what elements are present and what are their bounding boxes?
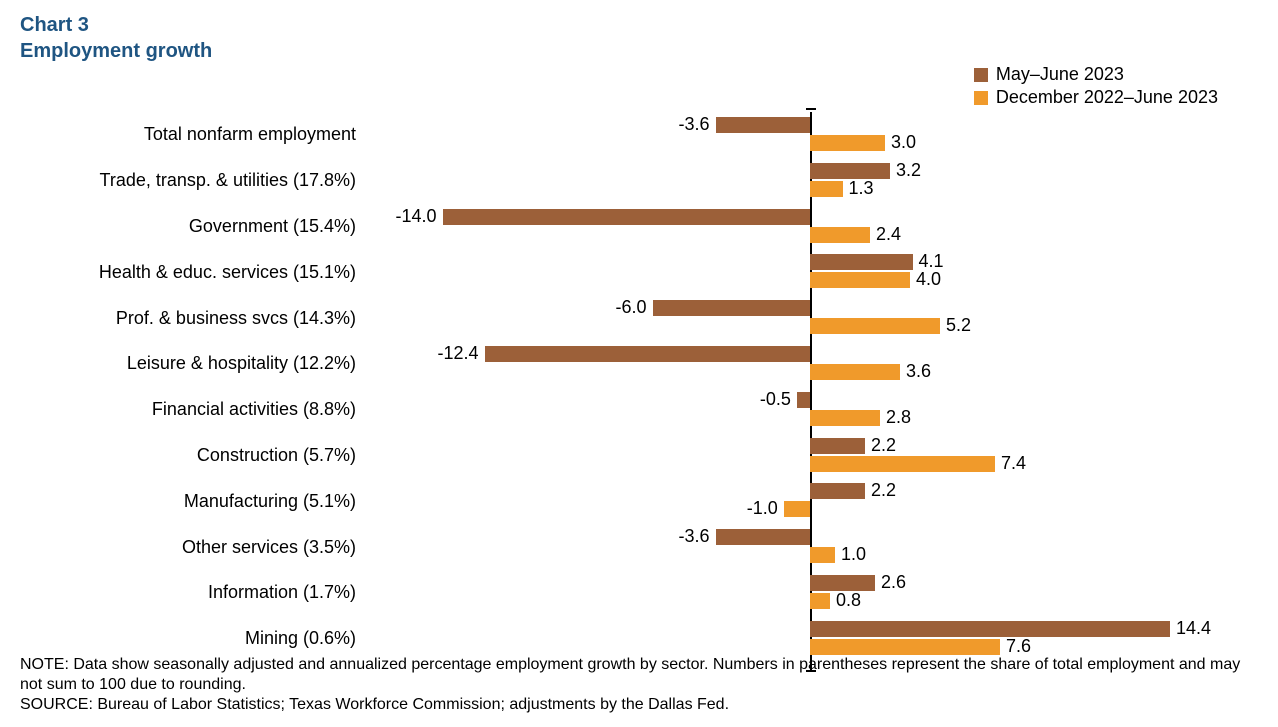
bar-series1 xyxy=(810,575,875,591)
bars-zone: 2.2 7.4 xyxy=(390,433,1210,479)
bar-value-series2: 2.4 xyxy=(876,224,901,245)
chart-container: May–June 2023 December 2022–June 2023 To… xyxy=(20,72,1258,662)
bar-series1 xyxy=(810,621,1170,637)
bar-value-series2: 2.8 xyxy=(886,407,911,428)
bars-zone: -3.6 1.0 xyxy=(390,524,1210,570)
category-label: Health & educ. services (15.1%) xyxy=(20,249,370,295)
bar-series1 xyxy=(716,117,811,133)
bars-zone: 2.2 -1.0 xyxy=(390,478,1210,524)
bar-value-series2: 1.0 xyxy=(841,544,866,565)
category-label: Total nonfarm employment xyxy=(20,112,370,158)
category-label: Manufacturing (5.1%) xyxy=(20,478,370,524)
bar-series1 xyxy=(653,300,811,316)
bars-zone: 2.6 0.8 xyxy=(390,570,1210,616)
category-label: Information (1.7%) xyxy=(20,570,370,616)
bar-value-series1: -14.0 xyxy=(395,206,436,227)
bar-series1 xyxy=(797,392,810,408)
legend-item-series1: May–June 2023 xyxy=(974,64,1218,85)
bar-value-series1: -6.0 xyxy=(615,297,646,318)
bar-value-series1: -12.4 xyxy=(437,343,478,364)
chart-row: Health & educ. services (15.1%) 4.14.0 xyxy=(20,249,1220,295)
bar-value-series2: 3.0 xyxy=(891,132,916,153)
bar-series1 xyxy=(716,529,811,545)
bar-value-series1: 2.2 xyxy=(871,480,896,501)
bar-series2 xyxy=(810,227,870,243)
legend-label-series1: May–June 2023 xyxy=(996,64,1124,85)
bars-zone: -12.4 3.6 xyxy=(390,341,1210,387)
chart-row: Leisure & hospitality (12.2%) -12.4 3.6 xyxy=(20,341,1220,387)
bar-value-series2: 1.3 xyxy=(849,178,874,199)
bar-series2 xyxy=(810,639,1000,655)
bar-value-series1: 3.2 xyxy=(896,160,921,181)
category-label: Financial activities (8.8%) xyxy=(20,387,370,433)
chart-footnote: NOTE: Data show seasonally adjusted and … xyxy=(20,655,1258,715)
category-label: Leisure & hospitality (12.2%) xyxy=(20,341,370,387)
legend-item-series2: December 2022–June 2023 xyxy=(974,87,1218,108)
legend-swatch-series2 xyxy=(974,91,988,105)
axis-tick-top xyxy=(806,108,816,110)
bar-series1 xyxy=(810,438,865,454)
bar-series2 xyxy=(810,547,835,563)
category-label: Government (15.4%) xyxy=(20,204,370,250)
legend-swatch-series1 xyxy=(974,68,988,82)
chart-row: Manufacturing (5.1%) 2.2 -1.0 xyxy=(20,478,1220,524)
bar-series2 xyxy=(784,501,810,517)
bars-zone: -3.6 3.0 xyxy=(390,112,1210,158)
bars-zone: 4.14.0 xyxy=(390,249,1210,295)
plot-area: Total nonfarm employment -3.6 3.0 Trade, tr… xyxy=(20,112,1220,662)
bar-series2 xyxy=(810,456,995,472)
bar-series1 xyxy=(810,163,890,179)
bar-value-series2: 3.6 xyxy=(906,361,931,382)
bar-value-series1: -3.6 xyxy=(678,526,709,547)
bar-value-series1: 2.6 xyxy=(881,572,906,593)
bars-zone: 3.2 1.3 xyxy=(390,158,1210,204)
bar-value-series2: 7.4 xyxy=(1001,453,1026,474)
bar-series1 xyxy=(443,209,811,225)
chart-row: Trade, transp. & utilities (17.8%) 3.2 1.3 xyxy=(20,158,1220,204)
bar-series2 xyxy=(810,364,900,380)
category-label: Other services (3.5%) xyxy=(20,524,370,570)
chart-row: Construction (5.7%) 2.2 7.4 xyxy=(20,433,1220,479)
category-label: Construction (5.7%) xyxy=(20,433,370,479)
chart-row: Financial activities (8.8%) -0.5 2.8 xyxy=(20,387,1220,433)
chart-number: Chart 3 xyxy=(20,12,1258,38)
legend: May–June 2023 December 2022–June 2023 xyxy=(974,64,1218,110)
bar-value-series2: 7.6 xyxy=(1006,636,1031,657)
bar-series2 xyxy=(810,410,880,426)
bar-series1 xyxy=(810,483,865,499)
bars-zone: -6.0 5.2 xyxy=(390,295,1210,341)
bar-series2 xyxy=(810,318,940,334)
chart-row: Prof. & business svcs (14.3%) -6.0 5.2 xyxy=(20,295,1220,341)
bar-value-series1: 2.2 xyxy=(871,435,896,456)
bar-value-series2: -1.0 xyxy=(747,498,778,519)
chart-row: Information (1.7%) 2.6 0.8 xyxy=(20,570,1220,616)
bar-value-series2: 4.0 xyxy=(916,269,941,290)
bar-value-series2: 0.8 xyxy=(836,590,861,611)
source-text: SOURCE: Bureau of Labor Statistics; Texa… xyxy=(20,695,1258,715)
legend-label-series2: December 2022–June 2023 xyxy=(996,87,1218,108)
chart-title: Employment growth xyxy=(20,38,1258,64)
bar-value-series1: -3.6 xyxy=(678,114,709,135)
bar-series2 xyxy=(810,593,830,609)
bar-value-series2: 5.2 xyxy=(946,315,971,336)
chart-row: Total nonfarm employment -3.6 3.0 xyxy=(20,112,1220,158)
chart-row: Government (15.4%) -14.0 2.4 xyxy=(20,204,1220,250)
chart-row: Other services (3.5%) -3.6 1.0 xyxy=(20,524,1220,570)
bar-series1 xyxy=(810,254,913,270)
category-label: Trade, transp. & utilities (17.8%) xyxy=(20,158,370,204)
bar-value-series1: 14.4 xyxy=(1176,618,1211,639)
category-label: Prof. & business svcs (14.3%) xyxy=(20,295,370,341)
bars-zone: -14.0 2.4 xyxy=(390,204,1210,250)
bar-series2 xyxy=(810,135,885,151)
bars-zone: -0.5 2.8 xyxy=(390,387,1210,433)
bar-series1 xyxy=(485,346,811,362)
bar-series2 xyxy=(810,181,843,197)
note-text: NOTE: Data show seasonally adjusted and … xyxy=(20,655,1258,695)
bar-value-series1: -0.5 xyxy=(760,389,791,410)
bar-series2 xyxy=(810,272,910,288)
